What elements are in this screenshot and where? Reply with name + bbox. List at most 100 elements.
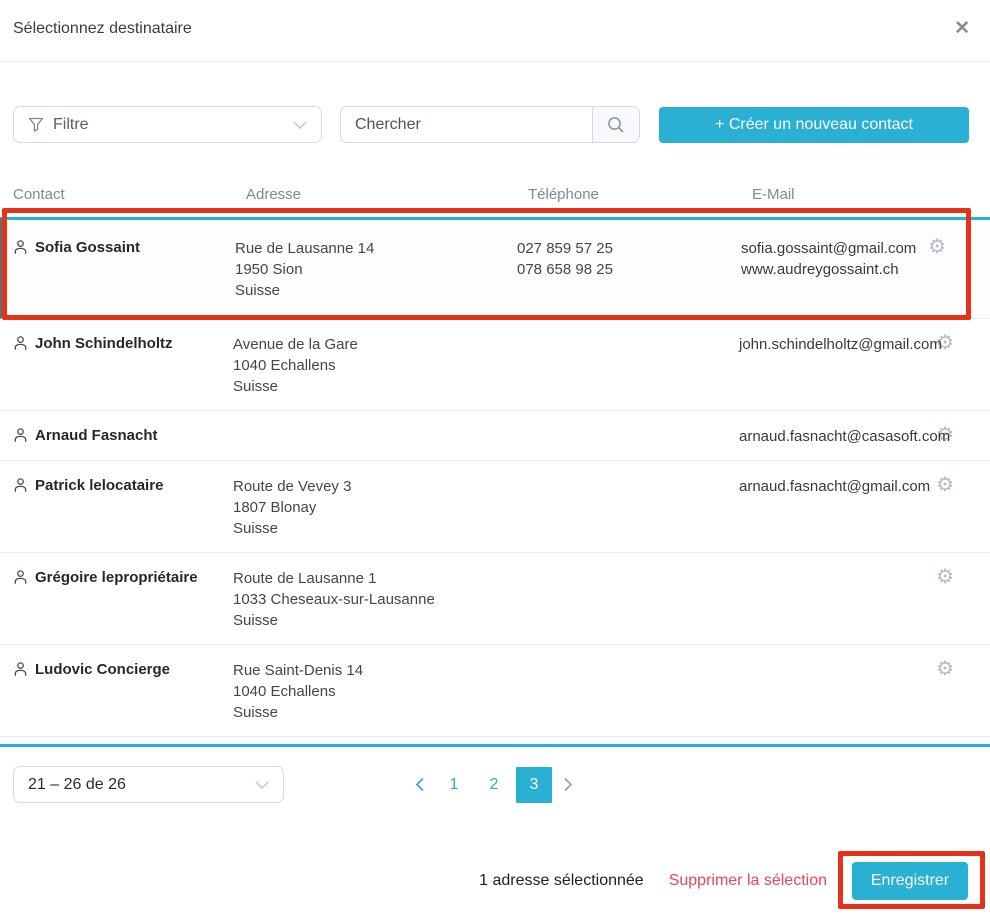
column-header-contact: Contact	[13, 186, 65, 203]
column-header-email: E-Mail	[752, 186, 795, 203]
table-row[interactable]: Arnaud Fasnacht arnaud.fasnacht@casasoft…	[0, 411, 990, 461]
email-cell: sofia.gossaint@gmail.com www.audreygossai…	[741, 238, 990, 301]
phones-line: 027 859 57 25	[517, 240, 613, 257]
filter-placeholder: Filtre	[53, 115, 89, 133]
contact-name: Arnaud Fasnacht	[35, 427, 158, 444]
contact-table: Sofia Gossaint Rue de Lausanne 14 1950 Si…	[0, 217, 990, 737]
address-line: Suisse	[233, 520, 279, 537]
filter-dropdown[interactable]: Filtre	[13, 106, 322, 143]
contact-name: Grégoire lepropriétaire	[35, 569, 198, 586]
address-line: 1807 Blonay	[233, 499, 317, 516]
address-line: Suisse	[233, 704, 279, 721]
delete-selection-link[interactable]: Supprimer la sélection	[668, 872, 827, 889]
phone-cell: 027 859 57 25 078 658 98 25	[517, 238, 741, 301]
address-line: 1040 Echallens	[233, 683, 336, 700]
funnel-icon	[28, 117, 44, 133]
address-cell	[233, 426, 515, 447]
contact-cell: Arnaud Fasnacht	[0, 426, 233, 447]
emails-line: john.schindelholtz@gmail.com	[739, 336, 942, 353]
contact-cell: Sofia Gossaint	[2, 238, 235, 301]
contact-cell: Ludovic Concierge	[0, 660, 233, 723]
chevron-down-icon	[293, 121, 307, 129]
contact-name: Sofia Gossaint	[35, 239, 141, 256]
page-button-3[interactable]: 3	[516, 766, 552, 803]
person-icon	[13, 661, 28, 677]
search-input[interactable]	[341, 107, 592, 142]
address-line: Route de Lausanne 1	[233, 570, 377, 587]
next-page-icon[interactable]	[556, 767, 580, 803]
previous-page-icon[interactable]	[408, 767, 432, 803]
search-button[interactable]	[592, 107, 639, 142]
table-row[interactable]: Ludovic Concierge Rue Saint-Denis 14 1040…	[0, 645, 990, 737]
table-bottom-border	[0, 744, 990, 747]
modal-header: Sélectionnez destinataire ✕	[0, 0, 990, 62]
gear-icon[interactable]: ⚙	[928, 236, 946, 258]
address-line: 1040 Echallens	[233, 357, 336, 374]
person-icon	[13, 569, 28, 585]
address-cell: Route de Lausanne 1 1033 Cheseaux-sur-Lau…	[233, 568, 515, 631]
phones-line: 078 658 98 25	[517, 261, 613, 278]
address-line: Avenue de la Gare	[233, 336, 358, 353]
email-cell: arnaud.fasnacht@gmail.com	[739, 476, 990, 539]
table-header: Contact Adresse Téléphone E-Mail	[0, 186, 990, 206]
emails-line: arnaud.fasnacht@gmail.com	[739, 478, 931, 495]
address-line: Route de Vevey 3	[233, 478, 352, 495]
address-line: 1950 Sion	[235, 261, 303, 278]
person-icon	[13, 335, 28, 351]
page-button-2[interactable]: 2	[489, 775, 499, 793]
email-cell	[739, 568, 990, 631]
address-line: 1033 Cheseaux-sur-Lausanne	[233, 591, 435, 608]
phone-cell	[515, 660, 739, 723]
address-line: Suisse	[233, 612, 279, 629]
person-icon	[13, 427, 28, 443]
email-cell	[739, 660, 990, 723]
table-row[interactable]: Sofia Gossaint Rue de Lausanne 14 1950 Si…	[0, 217, 990, 319]
gear-icon[interactable]: ⚙	[936, 566, 954, 588]
address-cell: Rue Saint-Denis 14 1040 Echallens Suisse	[233, 660, 515, 723]
email-cell: arnaud.fasnacht@casasoft.com	[739, 426, 990, 447]
address-line: Rue Saint-Denis 14	[233, 662, 364, 679]
page-button-1[interactable]: 1	[449, 775, 459, 793]
phone-cell	[515, 476, 739, 539]
table-row[interactable]: Grégoire lepropriétaire Route de Lausann…	[0, 553, 990, 645]
emails-line: sofia.gossaint@gmail.com	[741, 240, 917, 257]
gear-icon[interactable]: ⚙	[936, 424, 954, 446]
contact-cell: Patrick lelocataire	[0, 476, 233, 539]
gear-icon[interactable]: ⚙	[936, 658, 954, 680]
contact-name: John Schindelholtz	[35, 335, 173, 352]
page-range-dropdown[interactable]: 21 – 26 de 26	[13, 766, 284, 803]
table-row[interactable]: John Schindelholtz Avenue de la Gare 1040…	[0, 319, 990, 411]
address-line: Suisse	[235, 282, 281, 299]
gear-icon[interactable]: ⚙	[936, 474, 954, 496]
person-icon	[13, 239, 28, 255]
address-line: Suisse	[233, 378, 279, 395]
address-cell: Rue de Lausanne 14 1950 Sion Suisse	[235, 238, 517, 301]
contact-cell: John Schindelholtz	[0, 334, 233, 397]
address-cell: Route de Vevey 3 1807 Blonay Suisse	[233, 476, 515, 539]
emails-line: arnaud.fasnacht@casasoft.com	[739, 428, 951, 445]
column-header-phone: Téléphone	[528, 186, 599, 203]
column-header-address: Adresse	[246, 186, 302, 203]
address-cell: Avenue de la Gare 1040 Echallens Suisse	[233, 334, 515, 397]
close-icon[interactable]: ✕	[954, 18, 970, 39]
create-contact-button[interactable]: + Créer un nouveau contact	[659, 107, 969, 143]
phone-cell	[515, 334, 739, 397]
chevron-down-icon	[255, 781, 269, 789]
table-row[interactable]: Patrick lelocataire Route de Vevey 3 1807…	[0, 461, 990, 553]
contact-cell: Grégoire lepropriétaire	[0, 568, 233, 631]
search-icon	[606, 115, 626, 135]
selection-count-text: 1 adresse sélectionnée	[479, 872, 644, 889]
address-line: Rue de Lausanne 14	[235, 240, 375, 257]
email-cell: john.schindelholtz@gmail.com	[739, 334, 990, 397]
contact-name: Ludovic Concierge	[35, 661, 171, 678]
emails-line: www.audreygossaint.ch	[741, 261, 899, 278]
person-icon	[13, 477, 28, 493]
phone-cell	[515, 568, 739, 631]
contact-name: Patrick lelocataire	[35, 477, 164, 494]
search-group	[340, 106, 640, 143]
modal-title: Sélectionnez destinataire	[13, 20, 192, 37]
page-range-label: 21 – 26 de 26	[28, 775, 126, 793]
gear-icon[interactable]: ⚙	[936, 332, 954, 354]
save-button[interactable]: Enregistrer	[852, 862, 968, 900]
